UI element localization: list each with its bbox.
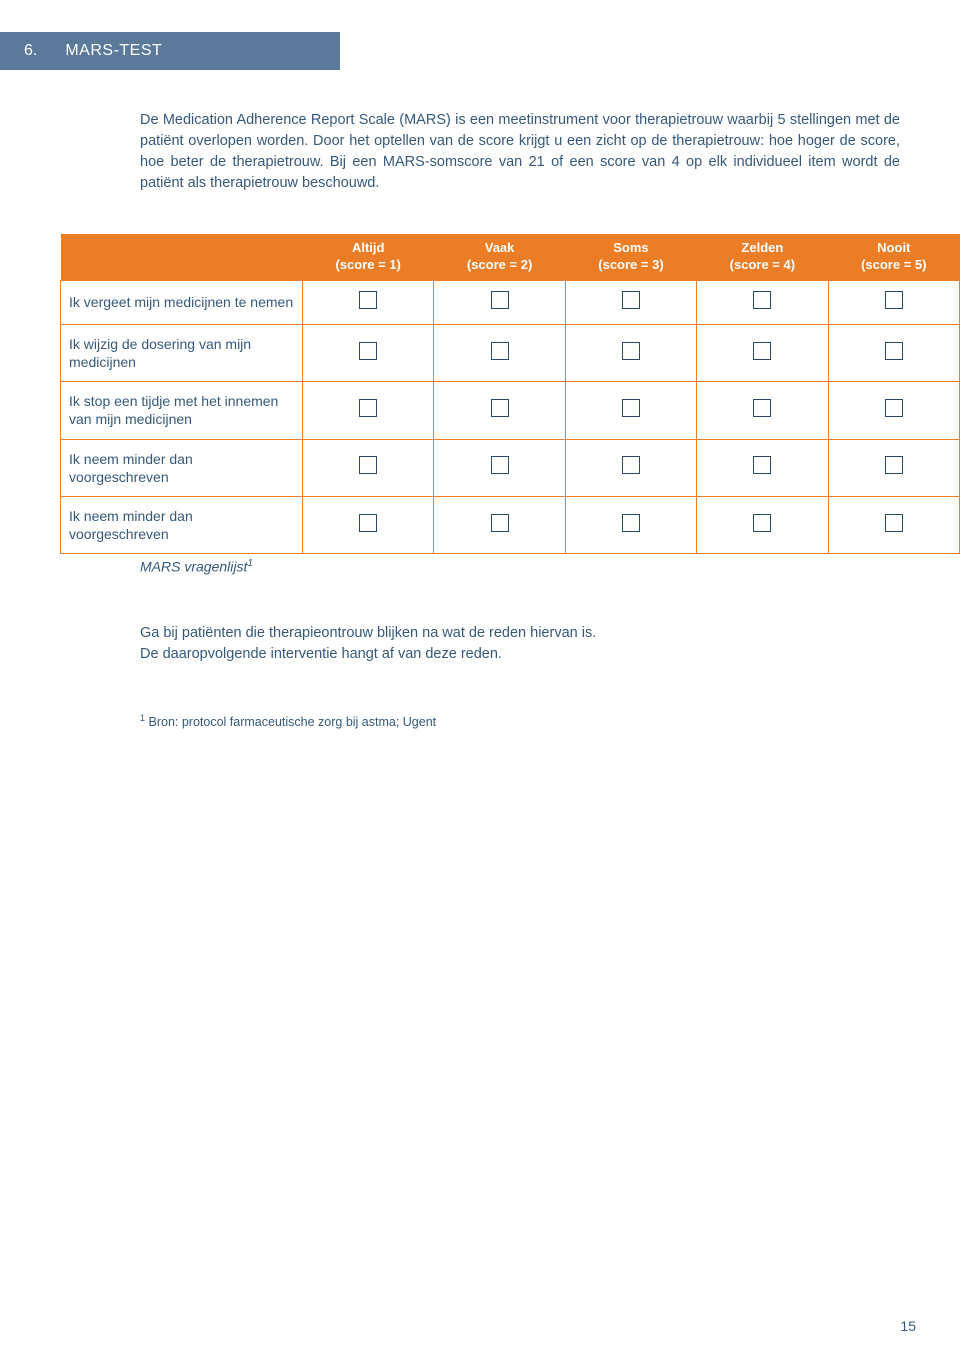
checkbox-icon <box>491 456 509 474</box>
checkbox-icon <box>753 342 771 360</box>
checkbox-cell[interactable] <box>565 439 696 496</box>
table-row: Ik wijzig de dosering van mijn medicijne… <box>61 324 960 381</box>
checkbox-icon <box>491 399 509 417</box>
checkbox-cell[interactable] <box>697 496 828 553</box>
row-label: Ik wijzig de dosering van mijn medicijne… <box>61 324 303 381</box>
table-header-col-4: Zelden (score = 4) <box>697 234 828 280</box>
checkbox-cell[interactable] <box>565 382 696 439</box>
col-sub: (score = 1) <box>335 257 400 272</box>
outro-line-2: De daaropvolgende interventie hangt af v… <box>140 646 502 662</box>
caption-superscript: 1 <box>247 558 253 569</box>
row-label: Ik neem minder dan voorgeschreven <box>61 496 303 553</box>
checkbox-cell[interactable] <box>565 324 696 381</box>
caption-text: MARS vragenlijst <box>140 559 247 575</box>
table-header-empty <box>61 234 303 280</box>
checkbox-icon <box>753 456 771 474</box>
outro-line-1: Ga bij patiënten die therapieontrouw bli… <box>140 625 596 641</box>
checkbox-cell[interactable] <box>303 382 434 439</box>
checkbox-icon <box>491 291 509 309</box>
checkbox-icon <box>753 514 771 532</box>
checkbox-icon <box>491 342 509 360</box>
col-sub: (score = 4) <box>730 257 795 272</box>
checkbox-cell[interactable] <box>828 439 959 496</box>
intro-paragraph: De Medication Adherence Report Scale (MA… <box>140 110 900 194</box>
checkbox-cell[interactable] <box>303 280 434 324</box>
section-number: 6. <box>24 42 37 60</box>
footnote-text: Bron: protocol farmaceutische zorg bij a… <box>149 715 437 729</box>
checkbox-cell[interactable] <box>697 324 828 381</box>
footnote-superscript: 1 <box>140 713 145 723</box>
table-row: Ik vergeet mijn medicijnen te nemen <box>61 280 960 324</box>
page-number: 15 <box>900 1318 916 1334</box>
checkbox-cell[interactable] <box>434 324 565 381</box>
checkbox-icon <box>491 514 509 532</box>
mars-table: Altijd (score = 1) Vaak (score = 2) Soms… <box>60 234 960 554</box>
checkbox-icon <box>622 342 640 360</box>
table-caption: MARS vragenlijst1 <box>140 558 900 575</box>
checkbox-cell[interactable] <box>697 439 828 496</box>
checkbox-cell[interactable] <box>828 324 959 381</box>
table-header-col-3: Soms (score = 3) <box>565 234 696 280</box>
col-label: Soms <box>613 240 648 255</box>
checkbox-cell[interactable] <box>565 496 696 553</box>
table-header-col-5: Nooit (score = 5) <box>828 234 959 280</box>
checkbox-cell[interactable] <box>434 439 565 496</box>
checkbox-icon <box>753 399 771 417</box>
checkbox-icon <box>622 456 640 474</box>
table-header-col-2: Vaak (score = 2) <box>434 234 565 280</box>
col-label: Vaak <box>485 240 515 255</box>
table-row: Ik neem minder dan voorgeschreven <box>61 496 960 553</box>
checkbox-icon <box>622 399 640 417</box>
table-row: Ik stop een tijdje met het innemen van m… <box>61 382 960 439</box>
checkbox-icon <box>885 399 903 417</box>
checkbox-icon <box>753 291 771 309</box>
checkbox-icon <box>359 514 377 532</box>
col-label: Zelden <box>741 240 783 255</box>
checkbox-icon <box>359 399 377 417</box>
checkbox-cell[interactable] <box>828 382 959 439</box>
checkbox-icon <box>885 456 903 474</box>
checkbox-cell[interactable] <box>434 280 565 324</box>
checkbox-icon <box>622 514 640 532</box>
checkbox-cell[interactable] <box>434 496 565 553</box>
checkbox-icon <box>359 456 377 474</box>
checkbox-icon <box>885 291 903 309</box>
section-title: MARS-TEST <box>65 42 162 60</box>
section-header: 6. MARS-TEST <box>0 32 340 70</box>
checkbox-cell[interactable] <box>828 496 959 553</box>
table-header-col-1: Altijd (score = 1) <box>303 234 434 280</box>
checkbox-icon <box>885 514 903 532</box>
row-label: Ik vergeet mijn medicijnen te nemen <box>61 280 303 324</box>
checkbox-icon <box>359 342 377 360</box>
col-sub: (score = 5) <box>861 257 926 272</box>
outro-paragraph: Ga bij patiënten die therapieontrouw bli… <box>140 623 900 665</box>
checkbox-cell[interactable] <box>303 324 434 381</box>
footnote: 1 Bron: protocol farmaceutische zorg bij… <box>140 713 900 729</box>
col-sub: (score = 3) <box>598 257 663 272</box>
checkbox-cell[interactable] <box>303 496 434 553</box>
table-row: Ik neem minder dan voorgeschreven <box>61 439 960 496</box>
checkbox-cell[interactable] <box>434 382 565 439</box>
checkbox-cell[interactable] <box>303 439 434 496</box>
col-sub: (score = 2) <box>467 257 532 272</box>
col-label: Nooit <box>877 240 910 255</box>
col-label: Altijd <box>352 240 385 255</box>
row-label: Ik neem minder dan voorgeschreven <box>61 439 303 496</box>
checkbox-icon <box>885 342 903 360</box>
checkbox-cell[interactable] <box>565 280 696 324</box>
checkbox-cell[interactable] <box>697 382 828 439</box>
checkbox-cell[interactable] <box>697 280 828 324</box>
checkbox-icon <box>359 291 377 309</box>
checkbox-icon <box>622 291 640 309</box>
row-label: Ik stop een tijdje met het innemen van m… <box>61 382 303 439</box>
checkbox-cell[interactable] <box>828 280 959 324</box>
